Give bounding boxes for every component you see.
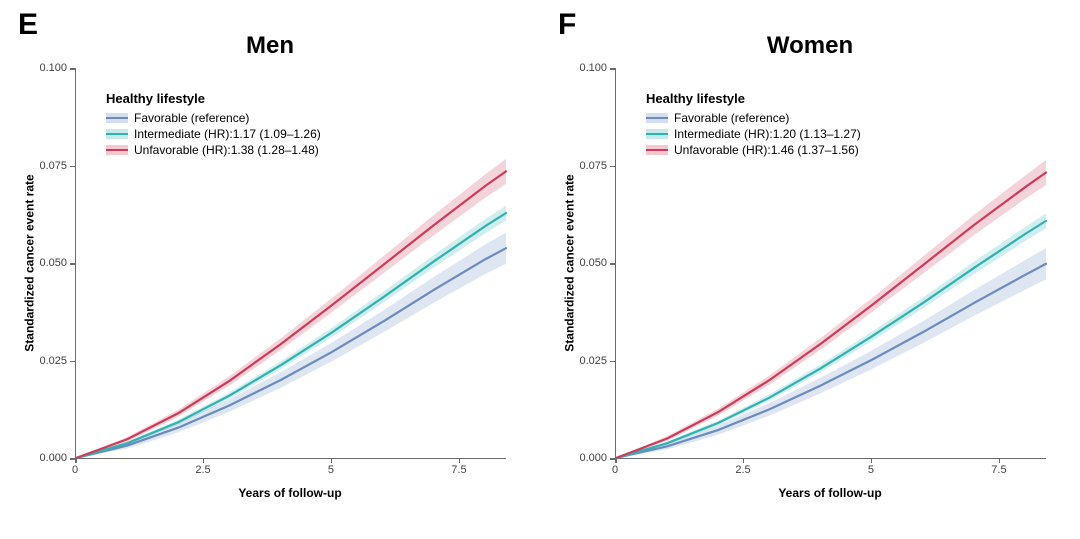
- ci-ribbon-unfavorable: [76, 159, 506, 458]
- ytick-label: 0.075: [17, 160, 67, 172]
- ytick-label: 0.050: [17, 257, 67, 269]
- legend-label: Favorable (reference): [674, 110, 789, 126]
- legend-label: Intermediate (HR):1.17 (1.09–1.26): [134, 126, 321, 142]
- plot-area: Healthy lifestyle Favorable (reference) …: [615, 68, 1045, 458]
- ytick-mark: [610, 361, 615, 363]
- legend-item-favorable: Favorable (reference): [646, 110, 861, 126]
- legend-label: Unfavorable (HR):1.46 (1.37–1.56): [674, 142, 859, 158]
- xtick-label: 0: [612, 464, 618, 476]
- ytick-mark: [610, 263, 615, 265]
- ytick-label: 0.100: [17, 62, 67, 74]
- ytick-label: 0.075: [557, 160, 607, 172]
- chart-title: Women: [540, 32, 1080, 60]
- xtick-mark: [331, 458, 333, 463]
- legend-swatch-unfavorable: [646, 144, 668, 156]
- ytick-mark: [70, 361, 75, 363]
- figure-container: E Men Standardized cancer event rate Hea…: [0, 0, 1080, 539]
- legend-title: Healthy lifestyle: [646, 90, 861, 108]
- ytick-label: 0.000: [17, 452, 67, 464]
- xtick-mark: [871, 458, 873, 463]
- xtick-mark: [459, 458, 461, 463]
- x-axis-title: Years of follow-up: [615, 486, 1045, 500]
- plot-background: Healthy lifestyle Favorable (reference) …: [615, 68, 1046, 459]
- legend-swatch-intermediate: [106, 128, 128, 140]
- xtick-label: 7.5: [991, 464, 1006, 476]
- legend-label: Unfavorable (HR):1.38 (1.28–1.48): [134, 142, 319, 158]
- ytick-label: 0.025: [557, 355, 607, 367]
- legend-item-intermediate: Intermediate (HR):1.17 (1.09–1.26): [106, 126, 321, 142]
- plot-background: Healthy lifestyle Favorable (reference) …: [75, 68, 506, 459]
- xtick-mark: [203, 458, 205, 463]
- xtick-label: 5: [868, 464, 874, 476]
- ytick-label: 0.000: [557, 452, 607, 464]
- ytick-mark: [70, 263, 75, 265]
- legend-item-unfavorable: Unfavorable (HR):1.38 (1.28–1.48): [106, 142, 321, 158]
- xtick-mark: [743, 458, 745, 463]
- legend-label: Intermediate (HR):1.20 (1.13–1.27): [674, 126, 861, 142]
- ytick-label: 0.025: [17, 355, 67, 367]
- legend-item-intermediate: Intermediate (HR):1.20 (1.13–1.27): [646, 126, 861, 142]
- legend-swatch-intermediate: [646, 128, 668, 140]
- ytick-mark: [70, 166, 75, 168]
- legend-item-favorable: Favorable (reference): [106, 110, 321, 126]
- legend-item-unfavorable: Unfavorable (HR):1.46 (1.37–1.56): [646, 142, 861, 158]
- xtick-mark: [75, 458, 77, 463]
- xtick-label: 0: [72, 464, 78, 476]
- ytick-label: 0.100: [557, 62, 607, 74]
- ytick-mark: [70, 68, 75, 70]
- legend-swatch-favorable: [646, 112, 668, 124]
- ytick-mark: [610, 166, 615, 168]
- xtick-label: 2.5: [195, 464, 210, 476]
- ci-ribbon-favorable: [616, 248, 1046, 458]
- xtick-label: 2.5: [735, 464, 750, 476]
- ytick-mark: [610, 68, 615, 70]
- panel-e: E Men Standardized cancer event rate Hea…: [0, 0, 540, 539]
- legend-label: Favorable (reference): [134, 110, 249, 126]
- legend: Healthy lifestyle Favorable (reference) …: [106, 90, 321, 158]
- plot-area: Healthy lifestyle Favorable (reference) …: [75, 68, 505, 458]
- legend-title: Healthy lifestyle: [106, 90, 321, 108]
- ytick-label: 0.050: [557, 257, 607, 269]
- xtick-label: 7.5: [451, 464, 466, 476]
- xtick-label: 5: [328, 464, 334, 476]
- panel-f: F Women Standardized cancer event rate H…: [540, 0, 1080, 539]
- legend-swatch-unfavorable: [106, 144, 128, 156]
- legend: Healthy lifestyle Favorable (reference) …: [646, 90, 861, 158]
- legend-swatch-favorable: [106, 112, 128, 124]
- chart-title: Men: [0, 32, 540, 60]
- xtick-mark: [999, 458, 1001, 463]
- ci-ribbon-favorable: [76, 233, 506, 458]
- xtick-mark: [615, 458, 617, 463]
- x-axis-title: Years of follow-up: [75, 486, 505, 500]
